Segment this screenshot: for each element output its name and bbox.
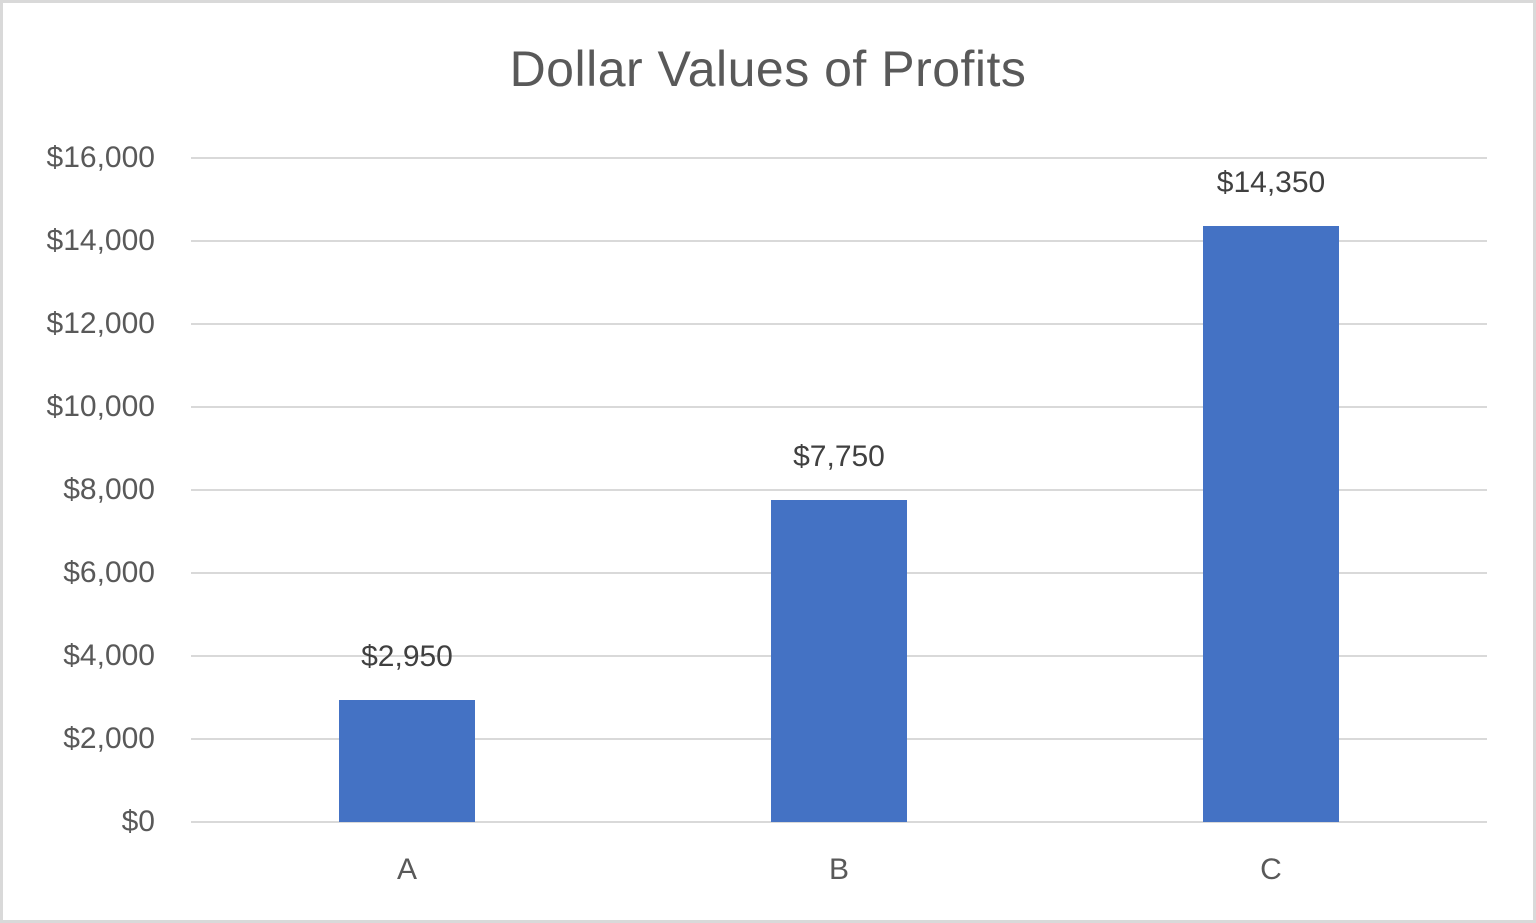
x-tick-label: C [1260, 853, 1282, 886]
y-tick-label: $8,000 [63, 473, 155, 506]
x-tick-label: A [396, 853, 417, 886]
y-tick-label: $12,000 [46, 307, 155, 340]
gridline [191, 489, 1487, 491]
y-tick-label: $2,000 [63, 722, 155, 755]
bar-b [771, 500, 907, 822]
y-tick-label: $10,000 [46, 390, 155, 423]
x-tick-label: B [828, 853, 849, 886]
gridline [191, 240, 1487, 242]
gridline [191, 406, 1487, 408]
data-label: $2,950 [361, 639, 453, 673]
y-tick-label: $14,000 [46, 224, 155, 257]
gridline [191, 821, 1487, 823]
gridline [191, 323, 1487, 325]
bar-c [1203, 226, 1339, 822]
data-label: $7,750 [793, 440, 885, 474]
y-tick-label: $6,000 [63, 556, 155, 589]
y-tick-label: $4,000 [63, 639, 155, 672]
data-label: $14,350 [1216, 166, 1326, 200]
bar-a [339, 699, 475, 822]
gridline [191, 157, 1487, 159]
chart-title: Dollar Values of Profits [509, 41, 1027, 97]
y-tick-label: $16,000 [46, 141, 155, 174]
y-tick-label: $0 [121, 805, 155, 838]
